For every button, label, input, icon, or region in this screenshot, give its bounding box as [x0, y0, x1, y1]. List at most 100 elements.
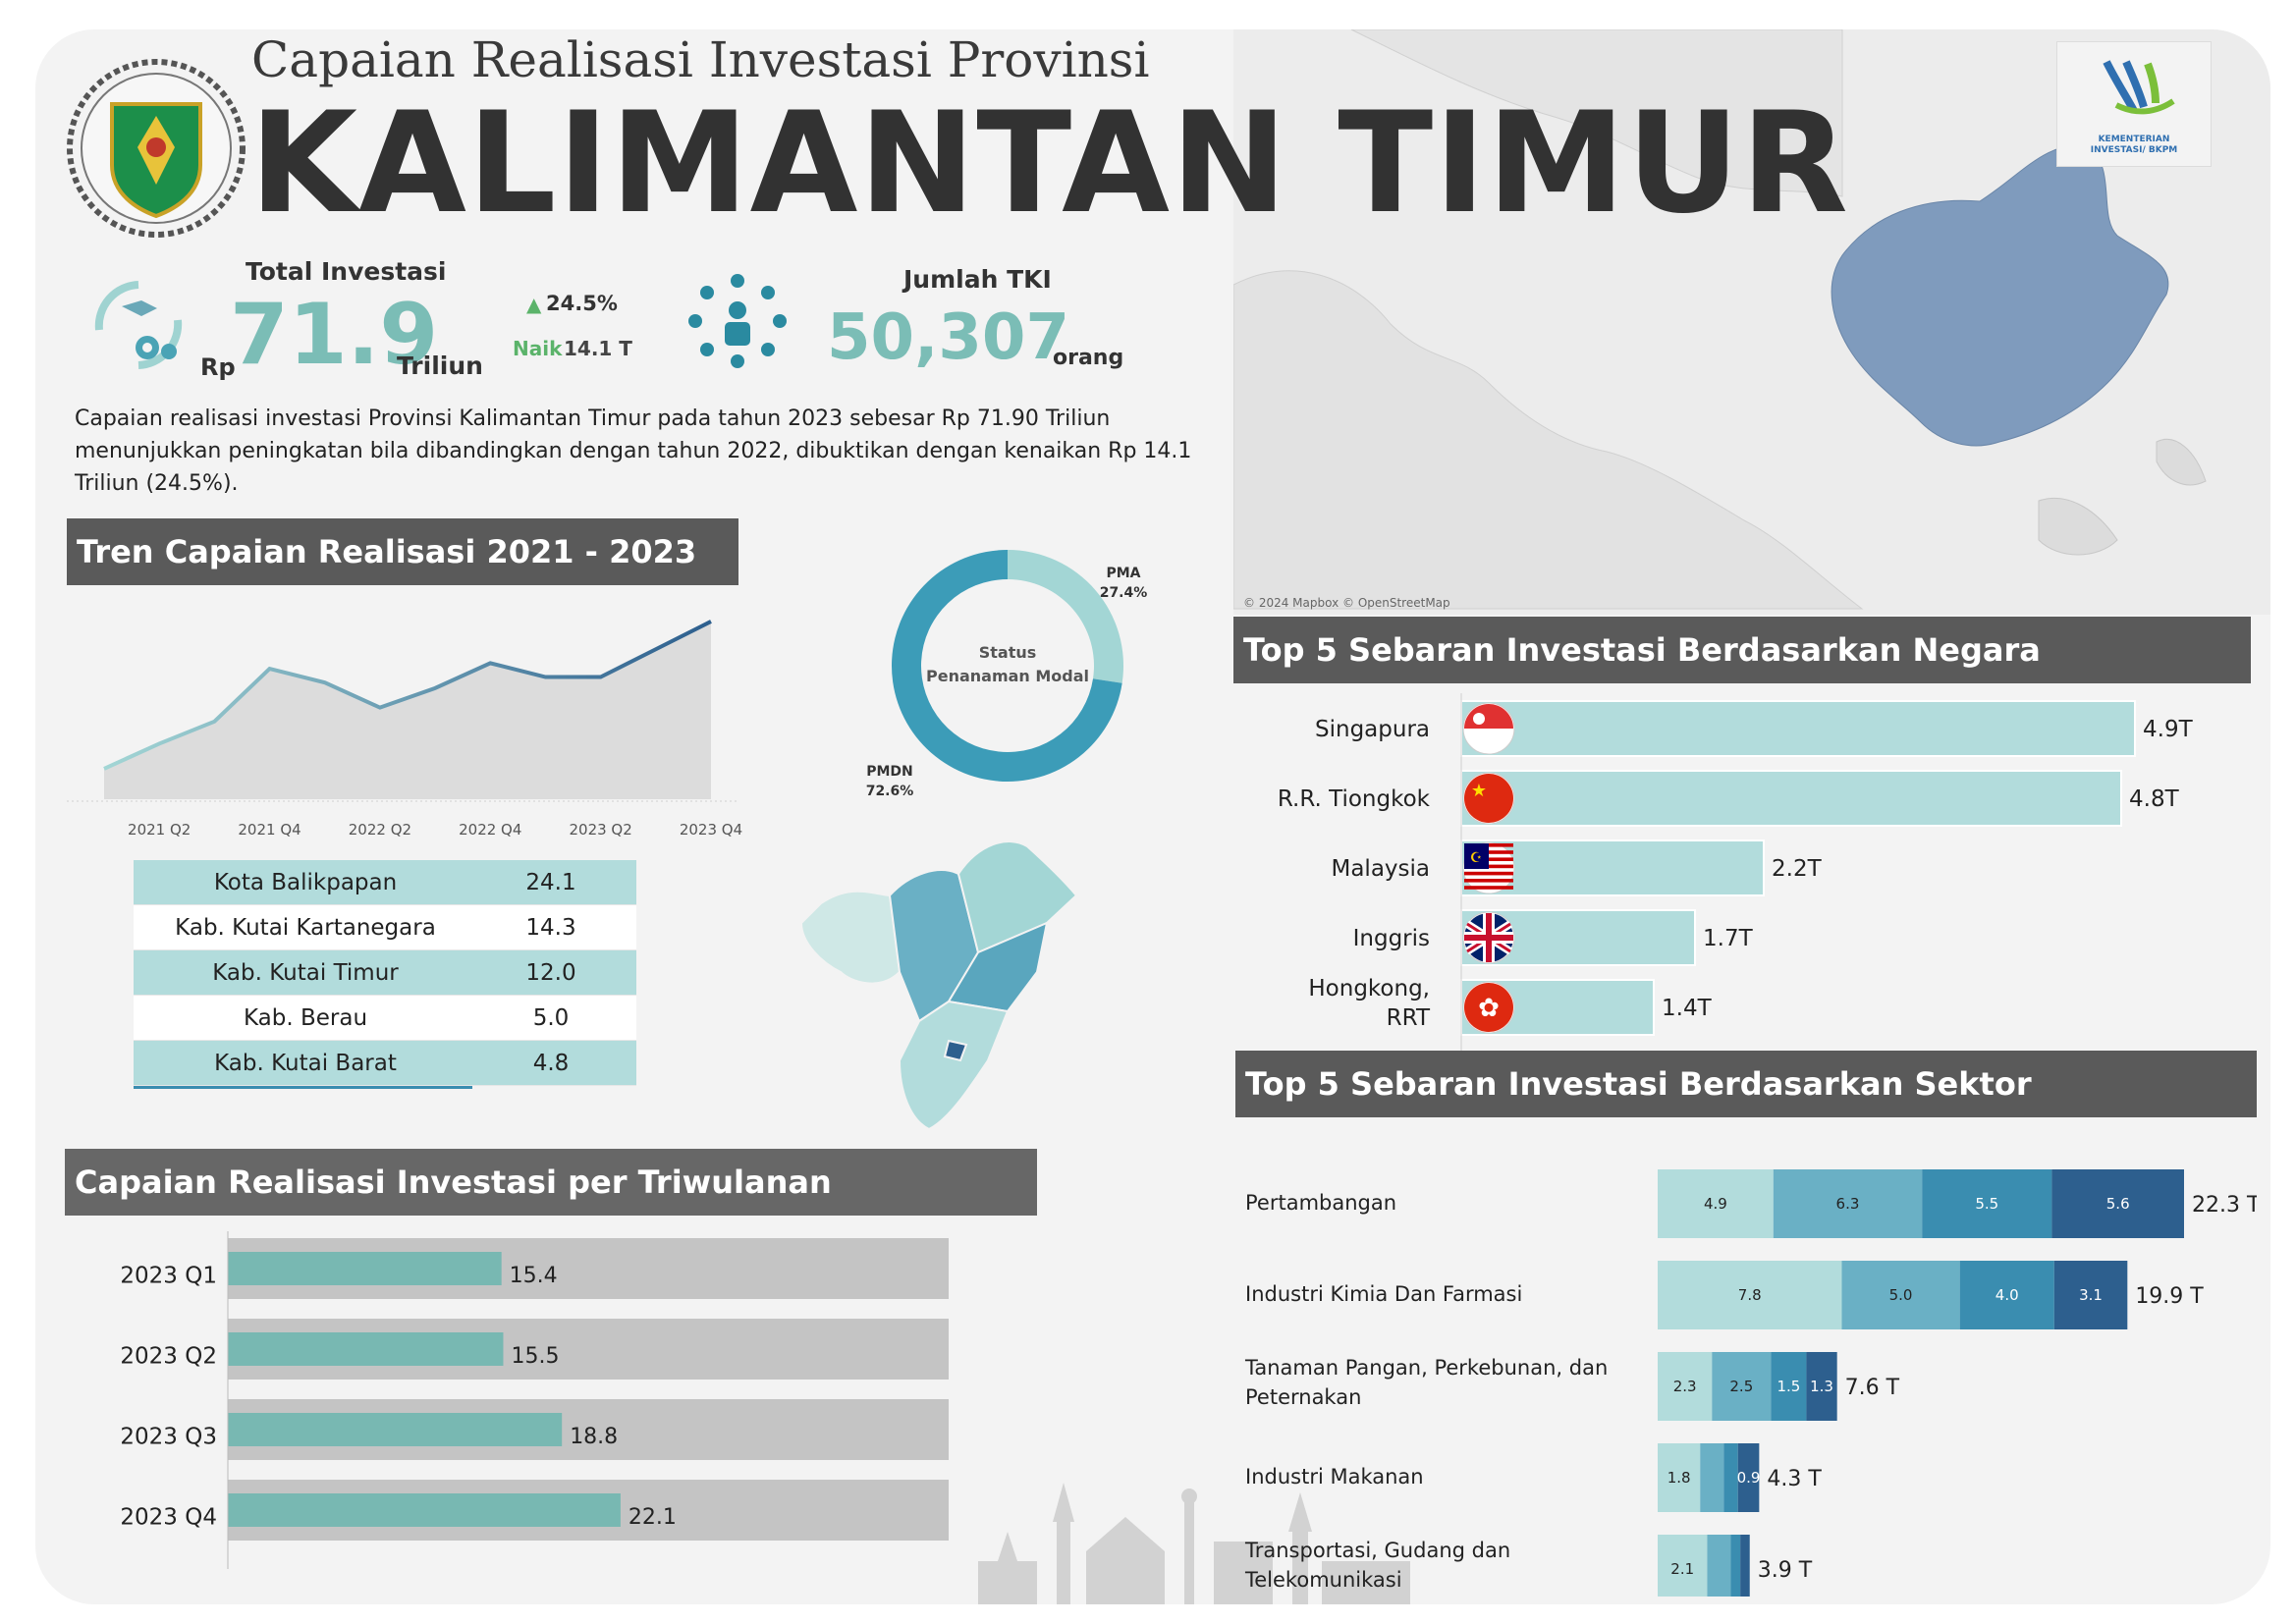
trend-tick-label: 2021 Q4 [238, 821, 301, 839]
region-name: Kab. Berau [243, 1004, 368, 1031]
sector-segment-label: 1.5 [1777, 1378, 1800, 1395]
sector-section-header: Top 5 Sebaran Investasi Berdasarkan Sekt… [1235, 1051, 2257, 1117]
country-bar-chart: Singapura 4.9T R.R. Tiongkok ★ 4.8T Malaysia ☪… [1278, 693, 2194, 1066]
region-value: 12.0 [525, 959, 576, 986]
sector-segment-label: 3.1 [2079, 1286, 2103, 1304]
donut-label-pmdn: PMDN [866, 764, 913, 780]
region-value: 5.0 [532, 1004, 570, 1031]
sector-bar-segment [1712, 1352, 1772, 1421]
ministry-logo-icon [2103, 60, 2175, 115]
donut-value-pmdn: 72.6% [866, 784, 914, 799]
province-map [799, 840, 1078, 1131]
quarterly-bar-chart: 2023 Q1 15.4 2023 Q2 15.5 2023 Q3 18.8 2023 Q4… [120, 1231, 949, 1569]
map-credit: © 2024 Mapbox © OpenStreetMap [1243, 596, 1450, 610]
region-name: Kota Balikpapan [213, 869, 398, 895]
quarter-bar [228, 1252, 502, 1285]
sector-bar-segment [1658, 1169, 1774, 1238]
region-value: 24.1 [525, 869, 576, 895]
region-shape-kutai-timur [947, 921, 1049, 1013]
donut-slice-pma [1008, 550, 1123, 683]
workforce-icon [688, 274, 787, 368]
island-shape [2038, 497, 2118, 556]
trend-tick-label: 2023 Q4 [680, 821, 742, 839]
total-investment-prefix: Rp [200, 353, 236, 381]
sector-segment-label: 5.0 [1889, 1286, 1913, 1304]
quarter-bar [228, 1332, 504, 1366]
country-bar [1460, 700, 2136, 757]
total-investment-unit: Triliun [397, 352, 483, 380]
region-table-row: Kab. Kutai Timur 12.0 [134, 950, 636, 996]
donut-center-label: Status [979, 643, 1037, 662]
donut-center-label: Penanaman Modal [926, 667, 1089, 685]
dashboard-page: © 2024 Mapbox © OpenStreetMap Capaian Re… [35, 29, 2270, 1604]
sector-bar-segment [1658, 1535, 1708, 1597]
sector-label: Industri Makanan [1245, 1465, 1424, 1489]
page-subtitle: Capaian Realisasi Investasi Provinsi [251, 31, 1150, 88]
quarter-value-label: 15.4 [510, 1264, 558, 1288]
page-title: KALIMANTAN TIMUR [249, 82, 1849, 244]
status-donut-chart: Status Penanaman Modal PMA 27.4% PMDN 72.6% [866, 550, 1147, 799]
sector-label: Transportasi, Gudang dan [1244, 1539, 1510, 1562]
sector-bar-segment [1806, 1352, 1837, 1421]
sector-segment-label: 1.8 [1667, 1469, 1691, 1487]
sector-bar-segment [1959, 1261, 2054, 1329]
malaysia-flag-icon: ☪ [1462, 841, 1515, 894]
sector-total-label: 19.9 T [2135, 1284, 2204, 1309]
region-name: Kab. Kutai Kartanegara [175, 914, 436, 941]
region-shape-berau [957, 840, 1078, 954]
total-investment-value: 71.9 [230, 286, 439, 384]
total-investment-label: Total Investasi [246, 257, 447, 286]
country-value-label: 1.4T [1662, 996, 1713, 1021]
sector-label: Tanaman Pangan, Perkebunan, dan [1244, 1356, 1608, 1380]
svg-text:★: ★ [1471, 781, 1487, 801]
country-value-label: 1.7T [1703, 926, 1754, 951]
country-label: Malaysia [1331, 856, 1430, 882]
country-value-label: 4.8T [2129, 786, 2180, 812]
country-bar [1460, 770, 2122, 827]
sector-bar-segment [1771, 1352, 1807, 1421]
quarter-label: 2023 Q1 [120, 1264, 217, 1289]
quarterly-section-title: Capaian Realisasi Investasi per Triwulan… [75, 1164, 832, 1201]
sector-segment-label: 5.6 [2106, 1195, 2130, 1213]
investment-cycle-icon [94, 281, 183, 369]
quarter-value-label: 18.8 [570, 1425, 618, 1449]
sector-segment-label: 7.8 [1738, 1286, 1762, 1304]
sector-bar-segment [1707, 1535, 1731, 1597]
growth-up-icon: ▲ [526, 293, 542, 316]
sector-segment-label: 0.9 [1737, 1469, 1761, 1487]
trend-area-chart: 2021 Q2 2021 Q4 2022 Q2 2022 Q4 2023 Q2 2023 … [67, 620, 742, 839]
country-label: Inggris [1353, 926, 1430, 951]
sector-segment-label: 4.0 [1995, 1286, 2019, 1304]
sector-bar-segment [1700, 1443, 1724, 1512]
sector-total-label: 22.3 T [2192, 1193, 2257, 1218]
ministry-logo: KEMENTERIAN INVESTASI/ BKPM [2056, 41, 2212, 167]
trend-section-title: Tren Capaian Realisasi 2021 - 2023 [77, 533, 697, 570]
country-label: RRT [1387, 1005, 1431, 1031]
trend-tick-label: 2023 Q2 [569, 821, 631, 839]
country-section-header: Top 5 Sebaran Investasi Berdasarkan Nega… [1233, 617, 2251, 683]
region-table-row: Kab. Kutai Kartanegara 14.3 [134, 905, 636, 950]
island-shape [2156, 438, 2207, 486]
sector-bar-segment [1922, 1169, 2052, 1238]
quarter-label: 2023 Q4 [120, 1505, 217, 1531]
sector-bar-segment [1841, 1261, 1960, 1329]
trend-section-header: Tren Capaian Realisasi 2021 - 2023 [67, 518, 738, 585]
svg-text:✿: ✿ [1478, 994, 1500, 1023]
region-table-row: Kab. Kutai Barat 4.8 [134, 1041, 636, 1086]
donut-label-pma: PMA [1106, 566, 1140, 581]
region-table-row: Kab. Berau 5.0 [134, 996, 636, 1041]
growth-value: 14.1 T [564, 337, 632, 360]
sector-label: Peternakan [1245, 1385, 1361, 1409]
sector-segment-label: 2.1 [1670, 1560, 1694, 1578]
trend-area-fill [104, 621, 711, 799]
description-text: Capaian realisasi investasi Provinsi Kal… [75, 406, 1192, 496]
hongkong-flag-icon: ✿ [1462, 981, 1515, 1034]
region-shape-balikpapan [943, 1039, 968, 1062]
sector-segment-label: 1.3 [1810, 1378, 1833, 1395]
region-table-row: Kota Balikpapan 24.1 [134, 860, 636, 905]
china-shape [1831, 145, 2169, 447]
country-value-label: 2.2T [1772, 856, 1823, 882]
quarter-label: 2023 Q2 [120, 1344, 217, 1370]
region-table-underline [134, 1086, 472, 1089]
singapore-flag-icon [1462, 702, 1515, 755]
